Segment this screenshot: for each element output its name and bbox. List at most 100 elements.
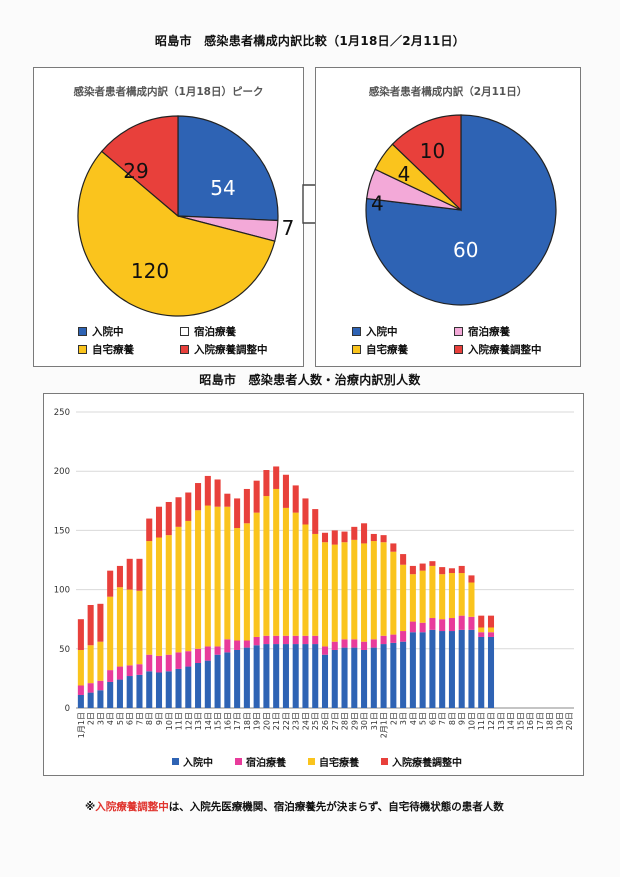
bar-segment-adjusting [243, 488, 250, 524]
legend-swatch-hospital [78, 327, 87, 336]
legend-label-home: 自宅療養 [366, 344, 408, 356]
bar-segment-adjusting [282, 474, 289, 508]
bar-segment-adjusting [292, 485, 299, 513]
bar-segment-hospital [224, 652, 231, 708]
bar-segment-hospital [351, 647, 358, 708]
bar-segment-home [87, 645, 94, 684]
bar-segment-adjusting [487, 615, 495, 628]
bar-segment-hotel [224, 639, 231, 653]
bar-chart-panel: 0 50 100 150 200 250 1月1日 2日 3日 4日 5日 6日 7日 8日 9日 10日 11… [43, 393, 584, 776]
x-tick-label: 26日 [321, 712, 330, 730]
bar-segment-hospital [370, 647, 377, 708]
bar-legend-label-adjusting: 入院療養調整中 [392, 758, 462, 769]
bar-segment-hospital [214, 654, 221, 708]
bar-segment-adjusting [331, 530, 338, 545]
bar-segment-hospital [107, 681, 114, 708]
x-tick-label: 30日 [360, 712, 369, 730]
bar-segment-hospital [468, 629, 475, 708]
bar-segment-hotel [155, 655, 163, 673]
bar-segment-home [224, 506, 231, 640]
x-tick-label: 7日 [438, 712, 447, 725]
bar-segment-hotel [429, 618, 436, 630]
bar-segment-home [204, 505, 211, 647]
bar-segment-hospital [204, 660, 211, 708]
bar-segment-hotel [448, 618, 455, 632]
bar-segment-home [390, 551, 397, 635]
bar-segment-home [253, 512, 260, 637]
bar-segment-hotel [292, 635, 299, 645]
x-tick-label: 18日 [243, 712, 252, 730]
bar-segment-home [429, 565, 436, 619]
x-tick-label: 22日 [282, 712, 291, 730]
bar-segment-hospital [390, 642, 397, 708]
legend-item-adjusting: 入院療養調整中 [454, 342, 542, 357]
bar-segment-home [351, 539, 358, 640]
bar-segment-home [136, 590, 143, 665]
x-tick-label: 14日 [507, 712, 516, 730]
legend-label-hotel: 宿泊療養 [194, 326, 236, 338]
bar-segment-hospital [116, 679, 123, 708]
bar-segment-adjusting [390, 543, 397, 552]
bar-segment-adjusting [341, 531, 348, 543]
bar-segment-hospital [77, 694, 84, 708]
legend-label-hotel: 宿泊療養 [468, 326, 510, 338]
bar-segment-hotel [331, 641, 338, 650]
page-title: 昭島市 感染患者構成内訳比較（1月18日／2月11日） [154, 34, 466, 48]
pie-value-label-hospital: 60 [453, 238, 478, 262]
bar-segment-adjusting [263, 470, 270, 497]
bar-segment-adjusting [107, 570, 114, 597]
bar-segment-home [312, 533, 319, 636]
x-tick-label: 3日 [399, 712, 408, 725]
bar-legend-swatch-hospital [172, 758, 179, 765]
x-tick-label: 21日 [272, 712, 281, 730]
pie-slice-adjusting [391, 114, 462, 212]
bar-segment-adjusting [77, 619, 84, 650]
bar-segment-hotel [146, 654, 153, 672]
x-tick-label: 2日 [87, 712, 96, 725]
legend-swatch-adjusting [454, 345, 463, 354]
bar-segment-home [273, 488, 280, 636]
bar-segment-hotel [439, 619, 446, 632]
bar-segment-hospital [146, 671, 153, 708]
legend-label-home: 自宅療養 [92, 344, 134, 356]
bar-segment-adjusting [253, 480, 260, 513]
bar-segment-home [282, 507, 289, 636]
bar-segment-hospital [185, 666, 192, 708]
bar-segment-adjusting [146, 518, 153, 542]
y-tick-label: 0 [65, 704, 70, 714]
bar-segment-hospital [97, 690, 104, 708]
pie-slice-adjusting [100, 115, 179, 218]
bar-segment-hospital [195, 663, 202, 708]
x-tick-label: 11日 [477, 712, 486, 730]
bar-segment-hotel [321, 646, 329, 655]
footnote: ※入院療養調整中は、入院先医療機関、宿泊療養先が決まらず、自宅待機状態の患者人数 [85, 799, 504, 814]
bar-segment-home [175, 526, 182, 653]
bar-segment-adjusting [185, 492, 192, 521]
bar-segment-hospital [458, 629, 465, 708]
x-tick-label: 19日 [555, 712, 564, 730]
bar-segment-adjusting [195, 483, 202, 511]
bar-segment-hospital [292, 644, 299, 708]
x-tick-label: 31日 [370, 712, 379, 730]
bar-segment-home [478, 627, 485, 633]
bar-segment-home [361, 543, 368, 642]
pie-chart-feb11: 60 44 10 [365, 114, 557, 306]
pie-chart-jan18: 54 7 120 29 [77, 115, 294, 317]
bar-segment-hotel [302, 635, 309, 645]
bar-segment-home [400, 564, 407, 632]
bar-segment-hospital [331, 649, 338, 708]
x-tick-label: 17日 [536, 712, 545, 730]
pie-panel-jan18: 感染者患者構成内訳（1月18日）ピーク 54 7 120 29 入院中 宿泊療養 自宅… [33, 67, 304, 367]
bar-segment-home [116, 587, 123, 667]
bar-segment-hotel [380, 635, 387, 645]
bar-legend-label-hospital: 入院中 [183, 758, 213, 769]
bar-legend-item-adjusting: 入院療養調整中 [381, 754, 462, 769]
legend-label-hospital: 入院中 [92, 326, 124, 338]
bar-chart-title: 昭島市 感染患者人数・治療内訳別人数 [199, 373, 421, 387]
bar-segment-adjusting [429, 561, 436, 566]
bar-segment-hotel [165, 654, 172, 672]
pie-value-label-adjusting: 10 [420, 139, 445, 163]
bar-segment-adjusting [478, 615, 485, 628]
x-tick-label: 8日 [448, 712, 457, 725]
bar-segment-hospital [243, 647, 250, 708]
